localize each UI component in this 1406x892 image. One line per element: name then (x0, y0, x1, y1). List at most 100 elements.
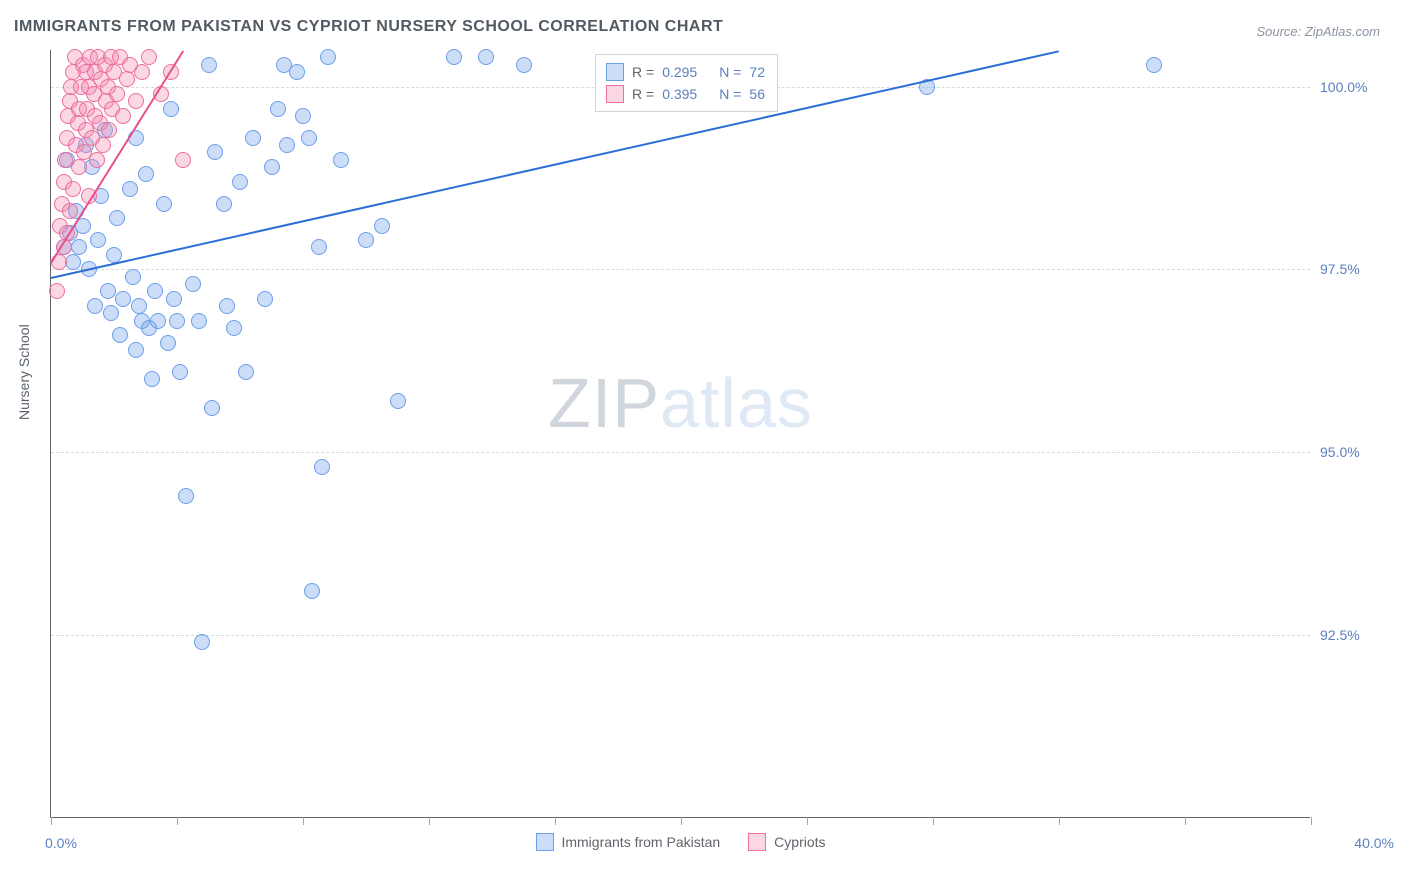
data-point (194, 634, 210, 650)
data-point (201, 57, 217, 73)
gridline (51, 452, 1310, 453)
plot-area: ZIPatlas 0.0% 40.0% Immigrants from Paki… (50, 50, 1310, 818)
legend-row: R = 0.295 N = 72 (606, 61, 765, 83)
data-point (185, 276, 201, 292)
data-point (65, 181, 81, 197)
data-point (119, 71, 135, 87)
data-point (311, 239, 327, 255)
data-point (71, 159, 87, 175)
data-point (141, 49, 157, 65)
legend-swatch (748, 833, 766, 851)
data-point (333, 152, 349, 168)
data-point (270, 101, 286, 117)
y-tick-label: 92.5% (1320, 627, 1390, 643)
data-point (115, 108, 131, 124)
data-point (226, 320, 242, 336)
data-point (128, 342, 144, 358)
bottom-legend-item: Immigrants from Pakistan (535, 833, 720, 851)
data-point (1146, 57, 1162, 73)
data-point (166, 291, 182, 307)
data-point (264, 159, 280, 175)
data-point (90, 232, 106, 248)
data-point (245, 130, 261, 146)
x-tick (429, 817, 430, 825)
data-point (112, 327, 128, 343)
x-tick (1311, 817, 1312, 825)
gridline (51, 635, 1310, 636)
data-point (138, 166, 154, 182)
legend-row: R = 0.395 N = 56 (606, 83, 765, 105)
data-point (232, 174, 248, 190)
data-point (390, 393, 406, 409)
data-point (289, 64, 305, 80)
legend-n-value: 56 (749, 86, 765, 102)
bottom-legend-label: Immigrants from Pakistan (561, 834, 720, 850)
data-point (314, 459, 330, 475)
data-point (125, 269, 141, 285)
data-point (147, 283, 163, 299)
data-point (446, 49, 462, 65)
legend-swatch (535, 833, 553, 851)
data-point (115, 291, 131, 307)
legend-n-label: N = (719, 64, 741, 80)
data-point (374, 218, 390, 234)
chart-title: IMMIGRANTS FROM PAKISTAN VS CYPRIOT NURS… (14, 18, 723, 36)
x-tick (1185, 817, 1186, 825)
correlation-legend: R = 0.295 N = 72 R = 0.395 N = 56 (595, 54, 778, 112)
data-point (144, 371, 160, 387)
data-point (160, 335, 176, 351)
legend-r-value: 0.395 (662, 86, 697, 102)
x-tick (303, 817, 304, 825)
data-point (150, 313, 166, 329)
data-point (172, 364, 188, 380)
data-point (178, 488, 194, 504)
x-tick (51, 817, 52, 825)
legend-r-label: R = (632, 64, 654, 80)
data-point (131, 298, 147, 314)
watermark-part2: atlas (660, 364, 813, 442)
data-point (128, 93, 144, 109)
data-point (358, 232, 374, 248)
x-tick (1059, 817, 1060, 825)
legend-r-value: 0.295 (662, 64, 697, 80)
x-tick (555, 817, 556, 825)
data-point (304, 583, 320, 599)
data-point (156, 196, 172, 212)
data-point (257, 291, 273, 307)
data-point (320, 49, 336, 65)
data-point (65, 254, 81, 270)
bottom-legend-item: Cypriots (748, 833, 825, 851)
x-tick (933, 817, 934, 825)
data-point (101, 122, 117, 138)
data-point (191, 313, 207, 329)
data-point (478, 49, 494, 65)
data-point (62, 203, 78, 219)
y-tick-label: 97.5% (1320, 261, 1390, 277)
data-point (109, 86, 125, 102)
data-point (163, 101, 179, 117)
legend-n-value: 72 (749, 64, 765, 80)
legend-r-label: R = (632, 86, 654, 102)
data-point (89, 152, 105, 168)
y-tick-label: 95.0% (1320, 444, 1390, 460)
data-point (238, 364, 254, 380)
y-tick-label: 100.0% (1320, 79, 1390, 95)
x-tick (681, 817, 682, 825)
legend-swatch (606, 63, 624, 81)
bottom-legend-label: Cypriots (774, 834, 825, 850)
data-point (87, 298, 103, 314)
data-point (301, 130, 317, 146)
watermark-part1: ZIP (548, 364, 660, 442)
x-tick (177, 817, 178, 825)
data-point (103, 305, 119, 321)
legend-swatch (606, 85, 624, 103)
data-point (295, 108, 311, 124)
x-axis-start-label: 0.0% (45, 835, 77, 851)
source-label: Source: ZipAtlas.com (1256, 24, 1380, 39)
data-point (216, 196, 232, 212)
legend-n-label: N = (719, 86, 741, 102)
data-point (219, 298, 235, 314)
bottom-legend: Immigrants from Pakistan Cypriots (535, 833, 825, 851)
data-point (207, 144, 223, 160)
data-point (169, 313, 185, 329)
